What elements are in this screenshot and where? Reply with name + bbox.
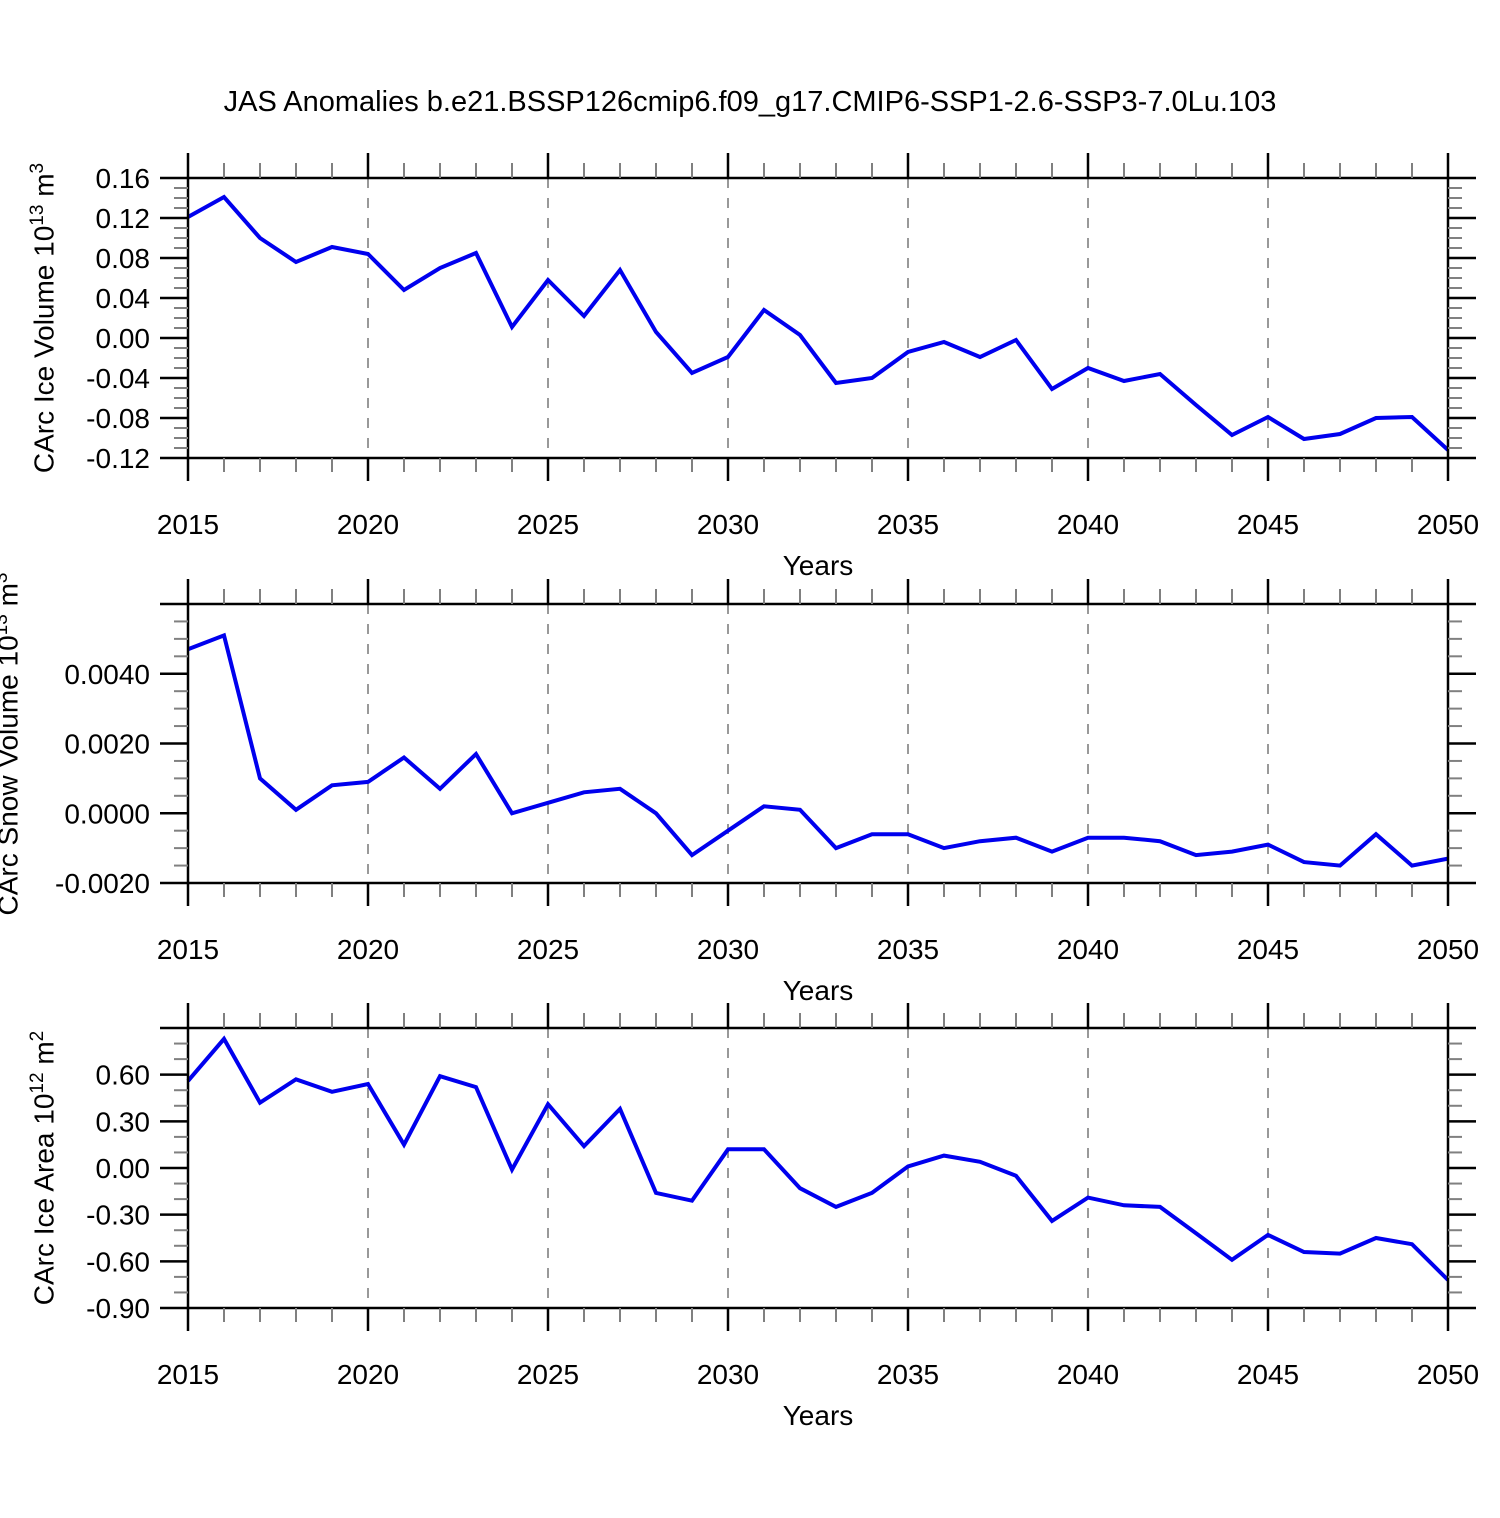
plot-border <box>186 1026 1450 1310</box>
y-tick-label: 0.30 <box>96 1106 151 1137</box>
y-tick-label: -0.90 <box>86 1293 150 1324</box>
x-tick-label: 2020 <box>337 509 399 540</box>
x-tick-label: 2025 <box>517 509 579 540</box>
x-tick-label: 2045 <box>1237 934 1299 965</box>
x-tick-label: 2020 <box>337 934 399 965</box>
x-tick-label: 2045 <box>1237 509 1299 540</box>
x-tick-label: 2030 <box>697 1359 759 1390</box>
x-axis-label-middle: Years <box>782 975 854 1006</box>
y-tick-label: -0.08 <box>86 403 150 434</box>
x-axis-label-top: Years <box>782 550 854 581</box>
y-tick-label: 0.16 <box>96 163 151 194</box>
plot-border <box>186 602 1450 885</box>
x-tick-label: 2030 <box>697 509 759 540</box>
x-tick-label: 2050 <box>1417 934 1479 965</box>
data-series-line <box>187 632 1449 868</box>
x-tick-label: 2030 <box>697 934 759 965</box>
x-tick-label: 2035 <box>877 1359 939 1390</box>
y-tick-label: -0.60 <box>86 1246 150 1277</box>
x-tick-label: 2050 <box>1417 509 1479 540</box>
x-tick-label: 2035 <box>877 509 939 540</box>
y-tick-label: 0.0020 <box>64 729 150 760</box>
y-tick-label: -0.04 <box>86 363 150 394</box>
x-tick-label: 2050 <box>1417 1359 1479 1390</box>
y-tick-label: -0.12 <box>86 443 150 474</box>
x-tick-label: 2045 <box>1237 1359 1299 1390</box>
x-tick-label: 2035 <box>877 934 939 965</box>
x-tick-label: 2025 <box>517 934 579 965</box>
y-tick-label: 0.12 <box>96 203 151 234</box>
y-tick-label: 0.08 <box>96 243 151 274</box>
x-tick-label: 2015 <box>157 509 219 540</box>
x-tick-label: 2040 <box>1057 934 1119 965</box>
y-tick-label: 0.04 <box>96 283 151 314</box>
x-tick-label: 2040 <box>1057 509 1119 540</box>
x-tick-label: 2015 <box>157 1359 219 1390</box>
x-tick-label: 2040 <box>1057 1359 1119 1390</box>
data-series-line <box>186 1035 1450 1282</box>
y-tick-label: 0.60 <box>96 1060 151 1091</box>
y-tick-label: 0.0040 <box>64 659 150 690</box>
chart-title: JAS Anomalies b.e21.BSSP126cmip6.f09_g17… <box>223 86 1277 118</box>
plot-border <box>186 176 1450 460</box>
y-tick-label: -0.30 <box>86 1200 150 1231</box>
y-tick-label: 0.00 <box>96 323 151 354</box>
data-series-line <box>187 194 1450 452</box>
x-tick-label: 2025 <box>517 1359 579 1390</box>
x-tick-label: 2015 <box>157 934 219 965</box>
y-tick-label: 0.00 <box>96 1153 151 1184</box>
x-tick-label: 2020 <box>337 1359 399 1390</box>
y-tick-label: 0.0000 <box>64 798 150 829</box>
y-tick-label: -0.0020 <box>55 868 150 899</box>
x-axis-label-bottom: Years <box>782 1400 854 1431</box>
